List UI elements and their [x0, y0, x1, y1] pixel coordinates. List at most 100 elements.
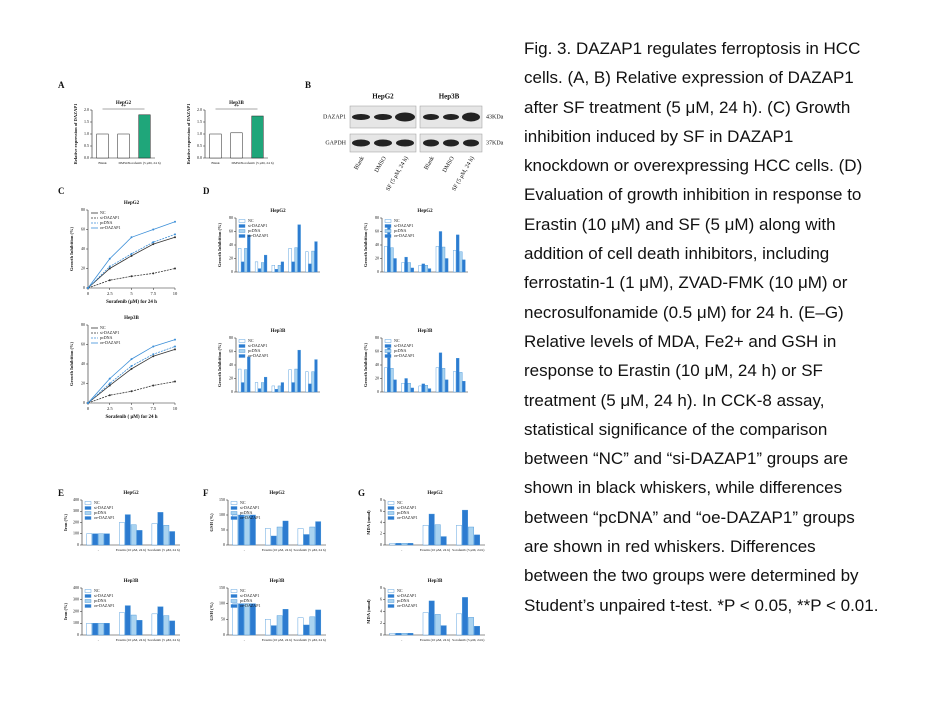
- y-tick-label: 100: [73, 531, 79, 536]
- x-tick-label: Sorafenib (5 μM, 24 h): [294, 548, 327, 553]
- bar: [384, 367, 388, 393]
- bar: [92, 533, 98, 546]
- bar: [124, 605, 131, 636]
- bar: [384, 246, 388, 273]
- y-tick-label: 0: [377, 269, 379, 274]
- legend-label: NC: [397, 588, 403, 593]
- bar: [238, 603, 244, 636]
- legend-swatch: [84, 501, 92, 505]
- y-tick-label: 50: [221, 616, 225, 621]
- caption-line: statistical significance of the comparis…: [524, 419, 828, 439]
- bar: [169, 531, 176, 546]
- bar: [270, 535, 277, 546]
- bar: [435, 367, 439, 393]
- legend-label: si-DAZAP1: [240, 593, 259, 598]
- bar: [456, 234, 460, 273]
- bar: [314, 241, 318, 273]
- bar: [241, 382, 245, 393]
- x-tick-label: DMSO: [231, 161, 242, 165]
- legend-swatch: [230, 506, 238, 510]
- bar: [424, 265, 428, 273]
- y-tick-label: 0: [380, 542, 382, 547]
- x-tick-label: -: [244, 548, 246, 552]
- lane-label: DMSO: [374, 155, 388, 174]
- bar: [264, 254, 268, 273]
- legend-swatch: [384, 219, 392, 223]
- y-tick-label: 80: [229, 215, 233, 220]
- y-tick-label: 1.0: [197, 131, 202, 136]
- point: [130, 236, 133, 239]
- chart-title: HepG2: [124, 201, 140, 206]
- y-tick-label: 80: [81, 207, 85, 212]
- bar: [309, 616, 316, 636]
- caption-line: ferrostatin-1 (1 μM), ZVAD-FMK (10 μM) o…: [524, 273, 848, 293]
- legend-swatch: [230, 604, 238, 608]
- legend-label: NC: [394, 218, 400, 223]
- bar: [462, 381, 466, 393]
- legend-swatch: [387, 516, 395, 520]
- bar: [456, 525, 462, 546]
- legend-swatch: [230, 599, 238, 603]
- panel-label: C: [58, 186, 65, 196]
- legend-label: oe-DAZAP1: [94, 515, 114, 520]
- bar: [305, 371, 309, 393]
- bar: [434, 614, 441, 636]
- y-tick-label: 60: [375, 228, 379, 233]
- legend-label: si-DAZAP1: [397, 505, 416, 510]
- bar: [424, 385, 428, 393]
- bar: [308, 263, 312, 273]
- y-tick-label: 100: [73, 620, 79, 625]
- legend-swatch: [230, 594, 238, 598]
- blot-title: HepG2: [372, 93, 394, 101]
- x-tick-label: 7.5: [150, 291, 156, 296]
- caption-line: necrosulfonamide (0.5 μM) for 24 h. (E–G…: [524, 302, 844, 322]
- bar: [254, 382, 259, 393]
- bar: [257, 268, 262, 273]
- bar: [257, 388, 262, 393]
- point: [174, 267, 176, 270]
- bar: [151, 613, 158, 636]
- y-tick-label: 20: [229, 375, 233, 380]
- panel-label: G: [358, 488, 365, 498]
- y-axis-label: Growth Inhibition (%): [69, 227, 74, 271]
- legend-swatch: [238, 234, 246, 238]
- bar: [270, 625, 277, 636]
- x-tick-label: Sorafenib (5 μM, 24 h): [128, 161, 161, 166]
- bar: [98, 623, 104, 636]
- y-tick-label: 0: [380, 632, 382, 637]
- point: [130, 254, 133, 257]
- y-tick-label: 6: [380, 508, 382, 513]
- bar: [282, 609, 289, 636]
- bar: [86, 623, 93, 636]
- point: [108, 265, 111, 268]
- x-tick-label: Sorafenib (5 μM, 24 h): [452, 638, 485, 643]
- y-tick-label: 50: [221, 527, 225, 532]
- x-tick-label: 10: [173, 291, 178, 296]
- bar: [422, 525, 429, 546]
- y-tick-label: 0: [223, 542, 225, 547]
- legend-label: si-DAZAP1: [248, 343, 267, 348]
- x-axis-label: Sorafenib ( μM) for 24 h: [105, 415, 157, 420]
- bar: [238, 368, 242, 393]
- lane-label: Blank: [424, 156, 436, 171]
- caption-line: inhibition induced by SF in DAZAP1: [524, 126, 794, 146]
- legend-label: NC: [248, 338, 254, 343]
- caption-line: Relative levels of MDA, Fe2+ and GSH in: [524, 331, 837, 351]
- bar: [401, 543, 408, 546]
- legend-swatch: [384, 229, 392, 233]
- legend-label: oe-DAZAP1: [100, 340, 120, 345]
- bar: [274, 269, 278, 273]
- legend-swatch: [387, 594, 395, 598]
- y-tick-label: 100: [219, 601, 225, 606]
- y-tick-label: 80: [229, 335, 233, 340]
- caption-line: cells. (A, B) Relative expression of DAZ…: [524, 68, 854, 88]
- y-axis-label: Growth Inhibition (%): [217, 223, 222, 267]
- legend-label: si-DAZAP1: [94, 593, 113, 598]
- bar: [124, 514, 131, 546]
- bar: [261, 382, 265, 393]
- bar: [401, 383, 405, 393]
- bar: [462, 259, 466, 273]
- series-line: [87, 339, 176, 404]
- bar: [462, 509, 468, 546]
